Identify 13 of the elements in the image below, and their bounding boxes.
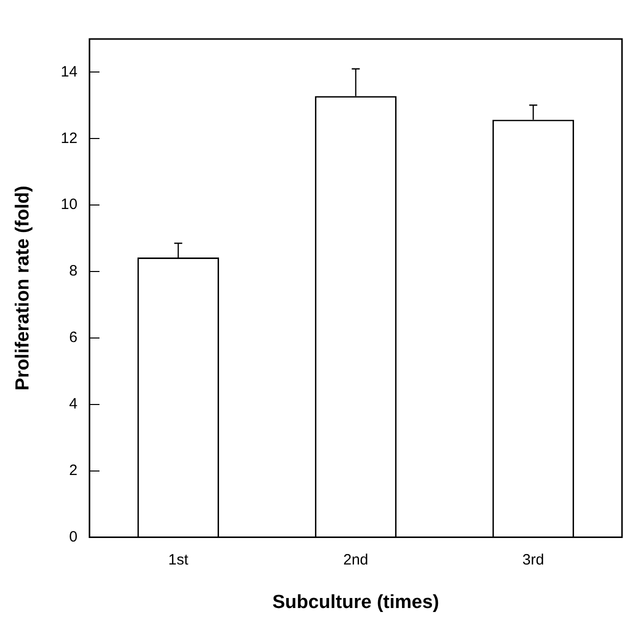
- x-axis-title: Subculture (times): [272, 592, 440, 613]
- x-tick-label: 3rd: [522, 551, 544, 568]
- x-tick-label: 1st: [168, 551, 190, 568]
- x-tick-label: 2nd: [343, 551, 368, 568]
- y-tick-label: 14: [60, 63, 78, 80]
- y-tick-label: 4: [69, 395, 78, 412]
- y-tick-label: 6: [69, 329, 78, 346]
- y-tick-label: 12: [60, 130, 78, 147]
- y-tick-label: 10: [60, 196, 78, 214]
- y-tick-label: 2: [69, 462, 78, 479]
- y-tick-label: 0: [69, 528, 78, 546]
- y-tick-label: 8: [69, 262, 78, 280]
- y-axis-title: Proliferation rate (fold): [12, 186, 34, 390]
